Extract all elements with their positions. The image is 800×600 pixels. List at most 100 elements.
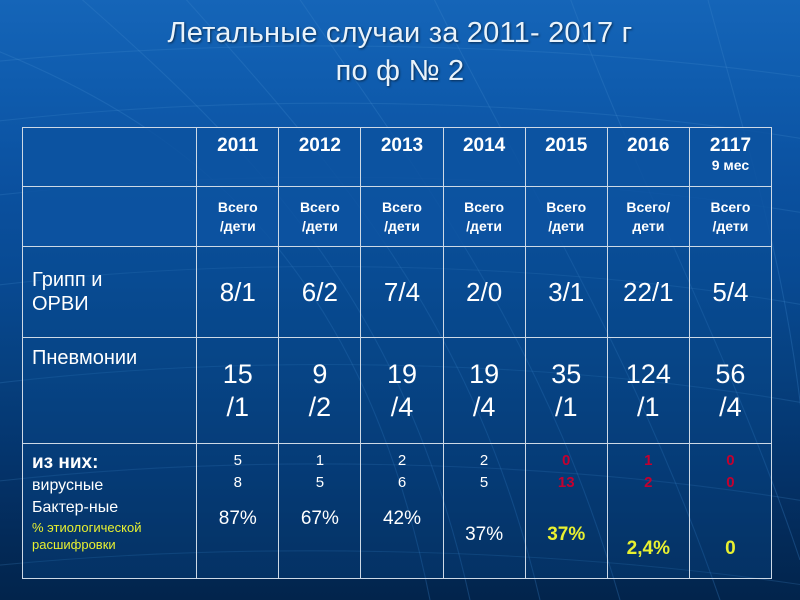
row-label-line-1: Грипп и — [32, 269, 103, 291]
subheader-2013: Всего /дети — [360, 186, 444, 247]
subheader-2015: Всего /дети — [524, 186, 608, 247]
etiology-label-percent-note: % этиологической расшифровки — [32, 520, 142, 552]
value-children: /4 — [472, 391, 496, 422]
viral-count: 2 — [397, 452, 407, 469]
viral-count: 1 — [644, 452, 653, 469]
value-children: /4 — [719, 391, 742, 422]
cell-influenza-2117: 5/4 — [688, 246, 773, 338]
year-header-2013: 2013 — [360, 127, 444, 187]
year-sublabel: 9 мес — [711, 157, 750, 173]
table-row-etiology: из них: вирусные Бактер-ные % этиологиче… — [21, 443, 773, 579]
page-title: Летальные случаи за 2011- 2017 г по ф № … — [0, 14, 800, 90]
bacterial-count: 2 — [644, 474, 653, 491]
subheader-corner-cell — [21, 186, 198, 247]
cell-influenza-2013: 7/4 — [360, 246, 444, 338]
value-children: /1 — [226, 391, 250, 422]
table-row-influenza-ari: Грипп и ОРВИ 8/1 6/2 7/4 2/0 3/1 22/1 5/… — [21, 246, 773, 338]
cell-pneumonia-2015: 35 /1 — [524, 337, 608, 444]
value-children: /1 — [554, 391, 578, 422]
corner-cell — [21, 127, 198, 187]
value-total: 35 — [551, 358, 582, 389]
subheader-line-2: /дети — [712, 217, 749, 234]
subheader-line-1: Всего — [299, 198, 340, 215]
cell-etiology-2011: 5 8 87% — [196, 443, 280, 579]
cell-etiology-2013: 2 6 42% — [360, 443, 444, 579]
bacterial-count: 0 — [726, 474, 735, 491]
cell-pneumonia-2013: 19 /4 — [360, 337, 444, 444]
cell-pneumonia-2014: 19 /4 — [442, 337, 526, 444]
subheader-line-1: Всего — [464, 198, 505, 215]
row-label-line-2: ОРВИ — [32, 293, 89, 315]
year-header-2016: 2016 — [606, 127, 690, 187]
year-label: 2011 — [217, 135, 259, 156]
year-label: 2012 — [298, 135, 342, 156]
year-header-2015: 2015 — [524, 127, 608, 187]
decoding-percent: 37% — [465, 524, 504, 545]
subheader-line-1: Всего — [217, 198, 258, 215]
cell-etiology-2016: 1 2 2,4% — [606, 443, 690, 579]
year-header-2012: 2012 — [278, 127, 362, 187]
year-label: 2016 — [627, 135, 670, 156]
etiology-label-viral: вирусные — [32, 477, 104, 494]
year-header-2014: 2014 — [442, 127, 526, 187]
decoding-percent: 2,4% — [626, 538, 670, 559]
subheader-2016: Всего/ дети — [606, 186, 690, 247]
table-row-pneumonia: Пневмонии 15 /1 9 /2 19 /4 19 /4 35 /1 — [21, 337, 773, 444]
mortality-table: 2011 2012 2013 2014 2015 2016 — [21, 127, 773, 579]
year-label: 2014 — [462, 135, 506, 156]
value-children: /4 — [390, 391, 414, 422]
value-total: 15 — [222, 358, 253, 389]
decoding-percent: 87% — [218, 508, 257, 529]
subheader-line-1: Всего — [710, 198, 751, 215]
year-header-2011: 2011 — [196, 127, 280, 187]
viral-count: 5 — [233, 452, 242, 469]
value-children: /2 — [308, 391, 332, 422]
row-label-pneumonia: Пневмонии — [21, 337, 198, 444]
bacterial-count: 5 — [315, 474, 325, 491]
cell-etiology-2014: 2 5 37% — [442, 443, 526, 579]
subheader-line-1: Всего/ — [626, 198, 671, 215]
table-header-years: 2011 2012 2013 2014 2015 2016 — [21, 127, 773, 187]
row-label-influenza-ari: Грипп и ОРВИ — [21, 246, 198, 338]
cell-etiology-2117: 0 0 0 — [688, 443, 773, 579]
decoding-percent: 42% — [382, 508, 421, 529]
page-title-line-1: Летальные случаи за 2011- 2017 г — [167, 17, 633, 49]
bacterial-count: 13 — [557, 474, 575, 491]
bacterial-count: 8 — [233, 474, 242, 491]
subheader-line-1: Всего — [546, 198, 587, 215]
table-header-subcolumns: Всего /дети Всего /дети Всего /дети Всег… — [21, 186, 773, 247]
value-children: /1 — [637, 391, 660, 422]
row-label-etiology: из них: вирусные Бактер-ные % этиологиче… — [21, 443, 198, 579]
subheader-2117: Всего /дети — [688, 186, 773, 247]
cell-pneumonia-2011: 15 /1 — [196, 337, 280, 444]
bacterial-count: 5 — [479, 474, 489, 491]
cell-etiology-2012: 1 5 67% — [278, 443, 362, 579]
page-title-line-2: по ф № 2 — [335, 55, 465, 87]
value-total: 56 — [715, 358, 746, 389]
subheader-2014: Всего /дети — [442, 186, 526, 247]
value-total: 19 — [386, 358, 418, 389]
subheader-line-2: /дети — [301, 217, 338, 234]
cell-influenza-2015: 3/1 — [524, 246, 608, 338]
cell-pneumonia-2012: 9 /2 — [278, 337, 362, 444]
viral-count: 1 — [315, 452, 325, 469]
cell-influenza-2014: 2/0 — [442, 246, 526, 338]
bacterial-count: 6 — [397, 474, 407, 491]
subheader-line-2: дети — [632, 217, 665, 234]
decoding-percent: 37% — [547, 524, 586, 545]
subheader-line-2: /дети — [384, 217, 420, 234]
subheader-2012: Всего /дети — [278, 186, 362, 247]
subheader-line-1: Всего — [382, 198, 422, 215]
cell-etiology-2015: 0 13 37% — [524, 443, 608, 579]
subheader-line-2: /дети — [548, 217, 585, 234]
cell-influenza-2011: 8/1 — [196, 246, 280, 338]
mortality-table-wrapper: 2011 2012 2013 2014 2015 2016 — [21, 127, 773, 579]
year-label: 2015 — [545, 135, 588, 156]
etiology-label-bacterial: Бактер-ные — [32, 499, 119, 516]
year-label: 2117 — [709, 135, 752, 156]
etiology-label-title: из них: — [32, 452, 99, 473]
value-total: 19 — [469, 358, 500, 389]
cell-influenza-2012: 6/2 — [278, 246, 362, 338]
subheader-line-2: /дети — [219, 217, 256, 234]
value-total: 9 — [312, 358, 328, 389]
